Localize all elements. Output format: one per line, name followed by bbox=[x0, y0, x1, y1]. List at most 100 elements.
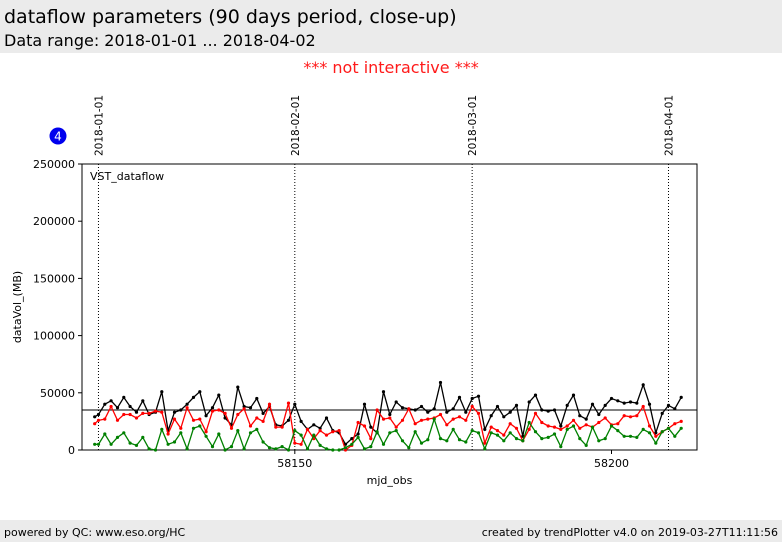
data-point bbox=[470, 396, 474, 401]
data-point bbox=[198, 424, 202, 428]
data-point bbox=[616, 399, 620, 403]
data-point bbox=[210, 409, 215, 413]
data-point bbox=[540, 437, 544, 441]
data-point bbox=[603, 416, 607, 420]
data-point bbox=[419, 404, 424, 409]
data-point bbox=[654, 431, 658, 435]
data-point bbox=[109, 404, 113, 409]
data-point bbox=[109, 442, 113, 446]
data-point bbox=[673, 422, 677, 426]
data-point bbox=[343, 446, 348, 450]
data-point bbox=[622, 401, 626, 405]
data-point bbox=[375, 430, 379, 434]
data-point bbox=[679, 419, 683, 423]
plot-area-frame bbox=[81, 163, 698, 451]
data-point bbox=[261, 419, 265, 423]
plot-number-badge: 4 bbox=[49, 127, 67, 145]
data-point bbox=[248, 431, 253, 435]
y-tick-label: 200000 bbox=[33, 215, 75, 228]
data-point bbox=[445, 439, 449, 443]
data-point bbox=[356, 435, 360, 439]
data-point bbox=[540, 408, 544, 412]
data-point bbox=[103, 432, 107, 436]
data-point bbox=[628, 400, 633, 404]
x-tick-label: 58150 bbox=[277, 457, 312, 470]
y-tick-label: 50000 bbox=[40, 387, 75, 400]
data-point bbox=[381, 390, 386, 394]
data-point bbox=[185, 402, 189, 406]
data-point bbox=[394, 400, 398, 404]
data-point bbox=[476, 394, 481, 398]
header-bar: dataflow parameters (90 days period, clo… bbox=[0, 0, 782, 53]
date-marker-label: 2018-03-01 bbox=[467, 95, 479, 156]
data-point bbox=[172, 410, 177, 414]
data-point bbox=[584, 423, 588, 427]
data-point bbox=[388, 416, 392, 420]
data-point bbox=[223, 416, 227, 420]
data-point bbox=[280, 425, 284, 429]
data-point bbox=[242, 404, 246, 409]
data-point bbox=[267, 402, 272, 406]
page-title: dataflow parameters (90 days period, clo… bbox=[4, 6, 457, 28]
y-tick-label: 100000 bbox=[33, 330, 75, 343]
data-point bbox=[217, 393, 221, 397]
data-point bbox=[489, 425, 493, 429]
data-point bbox=[356, 432, 360, 436]
data-point bbox=[571, 418, 576, 422]
data-point bbox=[578, 437, 582, 441]
data-point bbox=[609, 396, 614, 401]
data-point bbox=[464, 440, 468, 444]
data-point bbox=[464, 418, 468, 422]
data-point bbox=[552, 408, 557, 412]
data-point bbox=[369, 437, 373, 441]
data-point bbox=[622, 434, 626, 438]
data-point bbox=[204, 414, 208, 418]
data-point bbox=[432, 407, 436, 411]
data-point bbox=[324, 447, 329, 451]
data-point bbox=[394, 425, 398, 429]
data-point bbox=[141, 411, 145, 415]
data-point bbox=[438, 437, 443, 441]
data-point bbox=[343, 448, 348, 452]
data-point bbox=[679, 426, 683, 430]
data-point bbox=[160, 410, 164, 414]
data-point bbox=[115, 418, 120, 422]
data-point bbox=[571, 424, 576, 428]
data-point bbox=[426, 410, 430, 414]
data-point bbox=[141, 399, 145, 403]
data-point bbox=[400, 418, 405, 422]
data-point bbox=[540, 420, 544, 425]
data-point bbox=[217, 408, 221, 412]
data-point bbox=[312, 423, 316, 427]
data-point bbox=[255, 416, 259, 420]
data-point bbox=[375, 408, 379, 412]
data-point bbox=[533, 430, 538, 434]
data-point bbox=[622, 414, 626, 418]
data-point bbox=[280, 445, 284, 449]
data-point bbox=[451, 417, 455, 421]
data-point bbox=[198, 390, 202, 394]
data-point bbox=[179, 426, 183, 430]
series-layer bbox=[93, 380, 683, 452]
x-axis: 58150 58200 bbox=[277, 450, 629, 470]
data-point bbox=[153, 448, 158, 452]
series-line bbox=[94, 382, 682, 446]
data-point bbox=[508, 431, 512, 435]
data-point bbox=[457, 438, 462, 442]
data-point bbox=[128, 404, 132, 409]
data-point bbox=[673, 407, 677, 411]
data-point bbox=[293, 402, 297, 406]
data-point bbox=[508, 410, 512, 414]
data-point bbox=[451, 407, 455, 411]
data-point bbox=[356, 420, 360, 425]
data-point bbox=[438, 412, 443, 417]
data-point bbox=[445, 423, 449, 427]
data-point bbox=[134, 410, 139, 414]
data-point bbox=[122, 412, 126, 417]
data-point bbox=[635, 401, 639, 405]
data-point bbox=[641, 427, 645, 431]
data-point bbox=[489, 414, 493, 418]
data-point bbox=[324, 433, 329, 437]
data-point bbox=[609, 424, 614, 428]
y-tick-label: 150000 bbox=[33, 272, 75, 285]
